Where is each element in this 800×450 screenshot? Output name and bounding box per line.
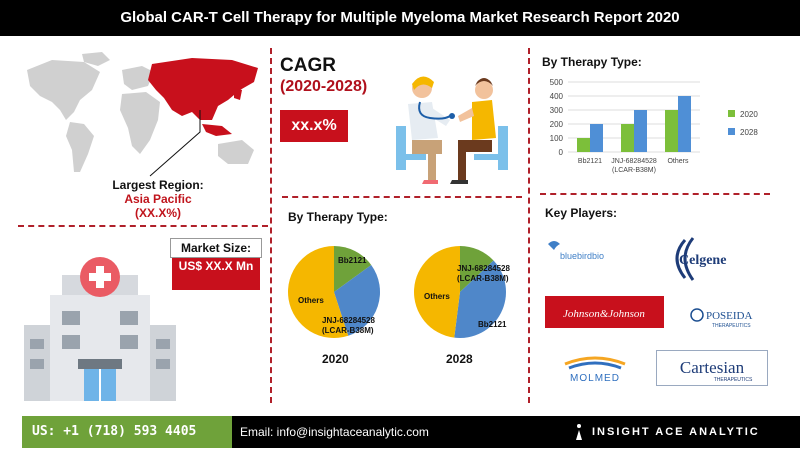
- molmed-logo: MOLMED: [555, 352, 635, 384]
- divider-middle-horizontal: [282, 196, 522, 198]
- pie-2028-year: 2028: [446, 352, 473, 366]
- bar-y-tick-label: 300: [550, 106, 564, 115]
- brand-name: INSIGHT ACE ANALYTIC: [592, 426, 760, 438]
- pie-slice-0: [334, 246, 372, 292]
- bar-2020-2: [665, 110, 678, 152]
- bar-y-tick-label: 0: [559, 148, 564, 157]
- largest-region-value: (XX.X%): [134, 206, 181, 220]
- bar-category-label: JNJ-68284528 (LCAR-B38M): [611, 158, 657, 174]
- market-size-value: US$ XX.X Mn: [172, 258, 260, 290]
- pie-slice-0: [460, 246, 494, 292]
- footer-bar: Email: info@insightaceanalytic.com INSIG…: [232, 416, 800, 448]
- pie-2020-label-jnj: JNJ-68284528 (LCAR-B38M): [322, 316, 375, 335]
- bar-y-tick-label: 200: [550, 120, 564, 129]
- cagr-value: xx.x%: [280, 110, 348, 142]
- largest-region-name: Asia Pacific: [124, 192, 192, 206]
- pie-2028-label-bb2121: Bb2121: [478, 320, 507, 329]
- cartesian-logo: Cartesian THERAPEUTICS: [656, 350, 768, 386]
- cartesian-text: Cartesian: [680, 358, 745, 377]
- footer-email[interactable]: Email: info@insightaceanalytic.com: [240, 425, 429, 439]
- world-map-icon: [27, 52, 258, 177]
- bar-legend-swatch: [728, 110, 735, 117]
- bar-legend-label: 2028: [740, 128, 758, 137]
- johnson-johnson-text: Johnson&Johnson: [563, 308, 645, 320]
- bluebird-bio-text: bluebirdbio: [560, 251, 604, 261]
- bar-2028-2: [678, 96, 691, 152]
- pie-chart-2028: [413, 246, 506, 338]
- bar-category-label: Others: [667, 158, 689, 165]
- hospital-icon: [24, 257, 176, 401]
- largest-region-caption: Largest Region: Asia Pacific (XX.X%): [78, 178, 238, 220]
- bar-legend-label: 2020: [740, 110, 758, 119]
- pie-slice-1: [454, 260, 506, 338]
- bar-2028-0: [590, 124, 603, 152]
- molmed-text: MOLMED: [570, 373, 620, 384]
- pie-chart-2020: [288, 246, 380, 338]
- pie-slice-2: [288, 246, 349, 338]
- largest-region-label: Largest Region:: [112, 178, 204, 192]
- cartesian-subtext: THERAPEUTICS: [714, 377, 753, 383]
- divider-left: [270, 48, 272, 403]
- poseida-text: POSEIDA: [706, 310, 753, 322]
- pie-2020-year: 2020: [322, 352, 349, 366]
- pie-2028-label-others: Others: [424, 292, 450, 301]
- brand-logo-icon: [576, 424, 582, 440]
- bar-y-tick-label: 100: [550, 134, 564, 143]
- pie-slice-1: [334, 264, 380, 336]
- celgene-logo: Celgene: [665, 234, 740, 284]
- doctor-patient-icon: [396, 76, 508, 184]
- pie-2020-label-bb2121: Bb2121: [338, 256, 367, 265]
- divider-left-horizontal: [18, 225, 268, 227]
- bar-legend-swatch: [728, 128, 735, 135]
- pie-section-title: By Therapy Type:: [288, 210, 388, 224]
- pie-slice-2: [413, 246, 460, 338]
- poseida-logo: POSEIDA THERAPEUTICS: [690, 304, 776, 330]
- celgene-text: Celgene: [679, 253, 726, 268]
- divider-right-horizontal: [540, 193, 770, 195]
- bar-section-title: By Therapy Type:: [542, 55, 642, 69]
- bar-y-tick-label: 400: [550, 92, 564, 101]
- bar-chart: 0 100 200 300 400 500 Bb2121 JNJ-68284528 (LCAR-…: [550, 78, 759, 174]
- key-players-title: Key Players:: [545, 206, 618, 220]
- bar-y-tick-label: 500: [550, 78, 564, 87]
- footer-phone[interactable]: US: +1 (718) 593 4405: [22, 416, 232, 448]
- cagr-years: (2020-2028): [280, 78, 368, 95]
- johnson-johnson-logo: Johnson&Johnson: [545, 296, 664, 328]
- bar-category-label: Bb2121: [578, 158, 602, 165]
- bar-2020-1: [621, 124, 634, 152]
- bar-2020-0: [577, 138, 590, 152]
- bar-2028-1: [634, 110, 647, 152]
- page-title: Global CAR-T Cell Therapy for Multiple M…: [0, 0, 800, 36]
- pie-2028-label-jnj: JNJ-68284528 (LCAR-B38M): [457, 264, 510, 283]
- divider-right: [528, 48, 530, 403]
- poseida-subtext: THERAPEUTICS: [712, 323, 751, 329]
- pie-2020-label-others: Others: [298, 296, 324, 305]
- bluebird-bio-logo: bluebirdbio: [544, 236, 634, 266]
- market-size-label: Market Size:: [170, 238, 262, 258]
- cagr-title: CAGR: [280, 55, 336, 76]
